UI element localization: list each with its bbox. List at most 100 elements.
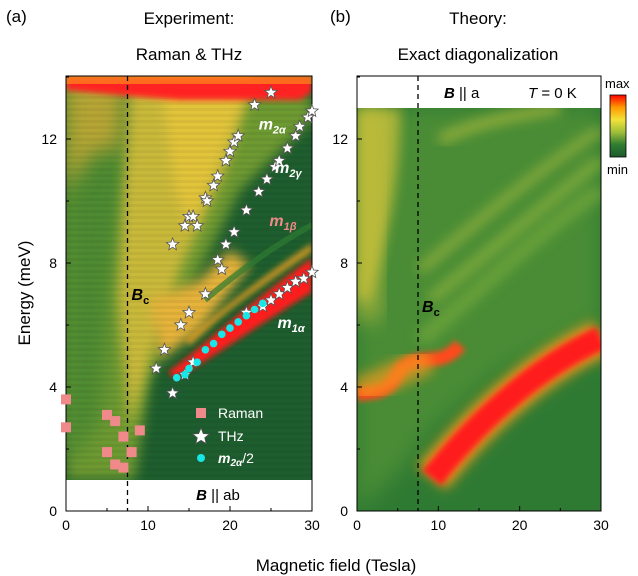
x-tick-label: 20 [222,517,238,533]
panel-b-title-line2: Exact diagonalization [398,45,559,64]
m2a-half-point [226,324,234,332]
mode-label-m1b: m1β [269,213,296,233]
legend-m2a-half-marker [197,454,205,462]
raman-point [118,462,129,473]
thz-point-m1a [214,261,230,276]
x-tick-label: 30 [593,517,609,533]
legend-raman-marker [196,408,206,418]
thz-point-m2a [210,168,225,183]
m2a-half-point [218,330,226,339]
panel-b-top-band [357,76,601,108]
panel-b-title-line1: Theory: [449,9,507,28]
raman-point [110,459,121,470]
raman-point [102,409,112,420]
y-tick-label: 0 [340,503,348,519]
thz-point-m2g [251,184,266,198]
thz-point-m2a [199,193,215,208]
thz-point-m1a [165,385,180,400]
panel-a-title-line1: Experiment: [144,9,235,28]
panel-a-legend: Raman THz m2α/2 [191,405,263,469]
panel-a-label: (a) [6,7,27,26]
y-tick-label: 0 [49,503,57,519]
thz-point-m2g [292,118,307,133]
thz-point-m2a [165,236,180,251]
thz-point-m2a [222,143,238,158]
raman-point [102,447,112,458]
panel-b-field-annotation: B || a [444,85,480,102]
panel-b-ticks: 0 10 20 30 0 4 8 12 [332,76,609,533]
m2a-half-point [181,370,189,379]
x-tick-label: 0 [62,517,70,533]
thz-point-m1a [157,342,172,356]
thz-point-m2a [185,208,201,223]
colorbar-min-label: min [607,162,628,177]
m2a-half-point [201,346,210,354]
colorbar-max-label: max [605,76,630,91]
y-axis-label: Energy (meV) [15,241,34,346]
raman-point [118,431,129,442]
legend-thz-label: THz [218,428,244,444]
x-tick-label: 20 [512,517,528,533]
thz-point-m2g [304,103,320,118]
x-axis-label: Magnetic field (Tesla) [256,556,417,575]
legend-thz-marker [191,426,211,445]
thz-point-m2a [218,153,234,167]
thz-point-m2a [177,218,193,232]
m2a-half-point [193,358,201,367]
m2a-half-point [172,373,181,382]
y-tick-label: 12 [41,131,57,147]
thz-point-m2g [280,140,295,155]
y-tick-label: 8 [49,255,57,271]
panel-b: (b) Theory: Exact diagonalization B || a… [330,7,630,533]
thz-point-m1a [148,360,164,375]
thz-point-m2a [189,218,205,232]
panel-a-field-band [66,480,312,511]
thz-point-m1a [288,273,303,288]
panel-a-title-line2: Raman & THz [136,45,242,64]
m2a-half-point [242,311,251,320]
mode-label-m2g: m2γ [275,160,302,180]
thz-point-m2g [210,252,225,267]
panel-a-mode-labels: m2α m2γ m1β m1α [259,117,306,335]
m2a-half-point [259,299,267,308]
panel-a-heatmap [66,76,312,480]
mode-label-m2a: m2α [259,117,287,137]
thz-point-m2g [288,128,303,143]
thz-point-m2g [226,224,242,239]
m2a-half-point [250,305,259,314]
colorbar-gradient [609,94,627,158]
y-tick-label: 12 [332,131,348,147]
thz-point-m2g [239,202,254,217]
mode-label-m1a: m1α [278,315,306,335]
thz-point-m1a [198,286,213,301]
panel-b-heatmap [357,108,601,511]
raman-point [126,447,137,458]
x-tick-label: 0 [353,517,361,533]
panel-b-bc-label: Bc [422,299,440,319]
m2a-half-point [209,339,218,348]
raman-point [110,416,121,427]
thz-point-m2a [230,128,246,143]
y-tick-label: 4 [49,379,57,395]
raman-point [134,425,145,436]
panel-b-label: (b) [330,7,351,26]
m2a-half-point [234,318,242,326]
y-tick-label: 4 [340,379,348,395]
panel-a-field-annotation: B || ab [196,487,240,504]
colorbar: max min [605,76,630,177]
x-tick-label: 10 [431,517,447,533]
raman-point [61,394,71,405]
panel-b-temperature: T = 0 K [528,85,577,102]
legend-m2a-half-label: m2α/2 [218,450,254,469]
panel-a: (a) Experiment: Raman & THz B || ab 0 10 2… [6,7,320,533]
y-tick-label: 8 [340,255,348,271]
thz-point-m1a [181,304,197,319]
thz-point-m1a [173,317,189,332]
legend-raman-label: Raman [218,405,263,421]
panel-a-ticks: 0 10 20 30 0 4 8 12 [41,76,320,533]
x-tick-label: 10 [140,517,156,533]
thz-point-m2a [263,84,279,99]
thz-point-m2g [259,171,275,186]
thz-point-m2a [247,97,262,112]
